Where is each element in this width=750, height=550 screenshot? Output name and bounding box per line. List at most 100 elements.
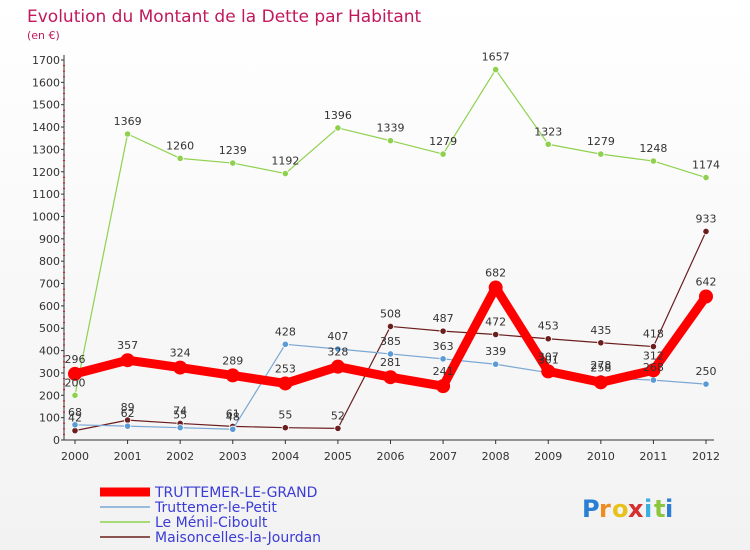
series-point-2 bbox=[386, 137, 395, 145]
data-label: 289 bbox=[222, 354, 243, 367]
data-label: 268 bbox=[643, 361, 664, 374]
data-label: 1279 bbox=[587, 135, 615, 148]
data-label: 258 bbox=[590, 361, 611, 374]
y-tick-label: 700 bbox=[39, 278, 60, 291]
data-label: 324 bbox=[170, 347, 191, 360]
x-tick-label: 2009 bbox=[534, 450, 562, 463]
logo-letter: x bbox=[628, 495, 644, 523]
data-label: 1260 bbox=[166, 139, 194, 152]
x-tick-label: 2006 bbox=[377, 450, 405, 463]
x-tick-label: 2011 bbox=[639, 450, 667, 463]
series-point-1 bbox=[334, 345, 342, 353]
data-label: 487 bbox=[433, 312, 454, 325]
series-point-1 bbox=[702, 380, 710, 388]
data-label: 328 bbox=[327, 346, 348, 359]
x-tick-label: 2002 bbox=[166, 450, 194, 463]
series-point-1 bbox=[176, 424, 184, 432]
data-label: 508 bbox=[380, 307, 401, 320]
series-point-1 bbox=[386, 350, 395, 358]
data-label: 253 bbox=[275, 362, 296, 375]
series-point-0 bbox=[225, 368, 240, 383]
series-point-1 bbox=[123, 422, 132, 430]
x-tick-label: 2005 bbox=[324, 450, 352, 463]
y-tick-label: 200 bbox=[39, 389, 60, 402]
y-tick-label: 500 bbox=[39, 322, 60, 335]
chart-title: Evolution du Montant de la Dette par Hab… bbox=[27, 7, 422, 27]
y-tick-label: 1000 bbox=[32, 210, 60, 223]
x-tick-label: 2007 bbox=[429, 450, 457, 463]
x-tick-label: 2004 bbox=[271, 450, 299, 463]
data-label: 61 bbox=[226, 407, 240, 420]
x-tick-label: 2003 bbox=[219, 450, 247, 463]
y-tick-label: 0 bbox=[53, 434, 60, 447]
legend-label-0: TRUTTEMER-LE-GRAND bbox=[154, 485, 317, 501]
data-label: 296 bbox=[65, 353, 86, 366]
data-label: 418 bbox=[643, 328, 664, 341]
logo-letter: i bbox=[644, 495, 652, 523]
series-point-2 bbox=[71, 391, 79, 399]
series-point-1 bbox=[649, 376, 658, 384]
series-point-2 bbox=[544, 140, 552, 148]
data-label: 1248 bbox=[639, 142, 667, 155]
data-label: 42 bbox=[68, 412, 82, 425]
data-label: 385 bbox=[380, 335, 401, 348]
series-point-1 bbox=[229, 425, 237, 433]
series-point-3 bbox=[649, 342, 658, 351]
data-labels: 296 357 324 289 253 328 281 241 682 307 258 312 642 6… bbox=[65, 51, 721, 425]
series-point-0 bbox=[120, 353, 135, 368]
data-label: 89 bbox=[121, 401, 135, 414]
y-tick-label: 1500 bbox=[32, 99, 60, 112]
data-label: 241 bbox=[433, 365, 454, 378]
data-label: 1279 bbox=[429, 135, 457, 148]
data-label: 407 bbox=[327, 330, 348, 343]
data-label: 642 bbox=[696, 275, 717, 288]
y-tick-label: 800 bbox=[39, 255, 60, 268]
data-label: 74 bbox=[173, 404, 187, 417]
series-point-0 bbox=[278, 376, 293, 391]
x-tick-label: 2012 bbox=[692, 450, 720, 463]
series-point-0 bbox=[541, 364, 556, 379]
data-label: 1396 bbox=[324, 109, 352, 122]
series-point-1 bbox=[439, 355, 447, 363]
data-label: 55 bbox=[278, 409, 292, 422]
series-layer bbox=[68, 66, 713, 435]
data-label: 48 bbox=[226, 410, 240, 423]
data-label: 682 bbox=[485, 267, 506, 280]
series-point-3 bbox=[597, 339, 605, 347]
x-tick-label: 2010 bbox=[587, 450, 615, 463]
series-point-0 bbox=[646, 363, 661, 378]
data-label: 933 bbox=[696, 212, 717, 225]
series-point-3 bbox=[702, 227, 710, 236]
logo-letter: r bbox=[599, 495, 611, 523]
data-label: 200 bbox=[65, 376, 86, 389]
series-point-2 bbox=[649, 157, 658, 165]
series-point-2 bbox=[281, 169, 289, 178]
data-label: 307 bbox=[538, 350, 559, 363]
series-point-2 bbox=[176, 154, 184, 162]
chart-subtitle: (en €) bbox=[27, 29, 60, 42]
y-tick-label: 1100 bbox=[32, 188, 60, 201]
data-label: 55 bbox=[173, 409, 187, 422]
data-label: 453 bbox=[538, 320, 559, 333]
x-tick-label: 2000 bbox=[61, 450, 89, 463]
y-tick-label: 300 bbox=[39, 367, 60, 380]
y-tick-label: 1200 bbox=[32, 166, 60, 179]
data-label: 312 bbox=[643, 349, 664, 362]
data-label: 68 bbox=[68, 406, 82, 419]
series-point-0 bbox=[68, 366, 82, 381]
axes: 0 100 200 300 400 500 600 700 800 900 1000 1100 1200… bbox=[32, 54, 720, 463]
series-point-0 bbox=[699, 289, 713, 304]
y-tick-label: 1300 bbox=[32, 143, 60, 156]
series-point-2 bbox=[439, 150, 447, 158]
series-point-3 bbox=[492, 330, 500, 339]
data-label: 339 bbox=[485, 345, 506, 358]
series-point-2 bbox=[597, 150, 605, 158]
data-label: 363 bbox=[433, 340, 454, 353]
series-point-0 bbox=[436, 379, 451, 394]
y-tick-label: 1400 bbox=[32, 121, 60, 134]
data-label: 281 bbox=[380, 356, 401, 369]
data-label: 435 bbox=[590, 324, 611, 337]
data-label: 250 bbox=[696, 365, 717, 378]
data-label: 1339 bbox=[377, 122, 405, 135]
